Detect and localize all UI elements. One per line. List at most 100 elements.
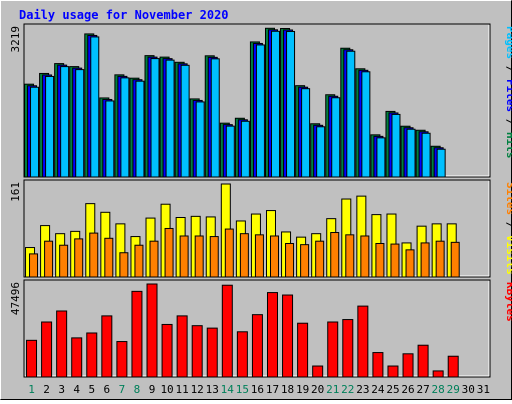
bar-visits-sites-day-13 [209, 236, 219, 278]
bar-visits-sites-day-1 [29, 253, 39, 278]
bar-kbytes-kbytes-day-21 [327, 321, 339, 378]
x-tick-label-day-14: 14 [221, 383, 235, 396]
bar-hits-pages-day-7 [120, 77, 130, 178]
bar-kbytes-kbytes-day-7 [116, 341, 128, 378]
bar-kbytes-kbytes-day-24 [372, 352, 384, 378]
x-tick-label-day-22: 22 [341, 383, 354, 396]
bar-visits-sites-day-7 [119, 252, 129, 278]
x-tick-label-day-26: 26 [401, 383, 414, 396]
bar-visits-sites-day-14 [224, 228, 234, 278]
bar-hits-pages-day-17 [270, 30, 280, 178]
bar-kbytes-kbytes-day-19 [297, 322, 309, 378]
x-tick-label-day-20: 20 [311, 383, 324, 396]
bar-hits-pages-day-21 [331, 97, 341, 178]
bar-visits-sites-day-26 [405, 249, 415, 278]
panel-visits: 161 Sites / Visits [9, 179, 512, 278]
x-tick-label-day-17: 17 [266, 383, 279, 396]
bar-visits-sites-day-15 [239, 233, 249, 278]
bar-kbytes-kbytes-day-23 [357, 305, 369, 378]
bar-kbytes-kbytes-day-18 [282, 294, 294, 378]
x-tick-label-day-27: 27 [416, 383, 429, 396]
bar-hits-pages-day-4 [75, 69, 85, 178]
bar-hits-pages-day-22 [346, 50, 356, 178]
bar-hits-pages-day-18 [286, 30, 296, 178]
bar-kbytes-kbytes-day-14 [221, 284, 233, 378]
bar-kbytes-kbytes-day-22 [342, 319, 354, 378]
x-tick-label-day-30: 30 [462, 383, 475, 396]
panel-visits-side-legend: Sites / Visits [504, 182, 512, 275]
x-tick-label-day-23: 23 [356, 383, 369, 396]
panel-kbytes-side-legend: KBytes [504, 282, 512, 322]
bar-visits-sites-day-19 [300, 244, 310, 278]
bar-hits-pages-day-27 [421, 132, 431, 178]
x-tick-label-day-16: 16 [251, 383, 264, 396]
bar-kbytes-kbytes-day-12 [191, 325, 203, 378]
bar-kbytes-kbytes-day-29 [447, 355, 459, 378]
panel-kbytes: 47496 KBytes [9, 279, 512, 378]
bar-kbytes-kbytes-day-17 [266, 292, 278, 378]
bar-hits-pages-day-11 [180, 64, 190, 178]
x-tick-label-day-18: 18 [281, 383, 294, 396]
x-tick-label-day-15: 15 [236, 383, 249, 396]
x-tick-label-day-4: 4 [73, 383, 80, 396]
bar-hits-pages-day-24 [376, 137, 386, 178]
bar-visits-sites-day-18 [285, 242, 295, 278]
bar-hits-pages-day-25 [391, 113, 401, 178]
bar-visits-sites-day-29 [450, 241, 460, 278]
x-tick-label-day-19: 19 [296, 383, 309, 396]
bar-visits-sites-day-16 [254, 234, 264, 278]
x-tick-label-day-13: 13 [206, 383, 219, 396]
x-axis: 1 2 3 4 5 6 7 8 9 10 11 12 13 14 15 16 17 18 19 20 21 22 23 24 2… [28, 383, 490, 396]
x-tick-label-day-10: 10 [160, 383, 173, 396]
bar-kbytes-kbytes-day-16 [251, 314, 263, 378]
x-tick-label-day-28: 28 [432, 383, 445, 396]
bar-visits-sites-day-2 [44, 240, 54, 278]
bar-kbytes-kbytes-day-27 [417, 344, 429, 378]
bar-kbytes-kbytes-day-8 [131, 290, 143, 378]
bar-kbytes-kbytes-day-25 [387, 365, 399, 378]
bar-kbytes-kbytes-day-13 [206, 327, 218, 378]
bar-hits-pages-day-14 [225, 125, 235, 178]
bar-hits-pages-day-12 [195, 101, 205, 178]
bar-visits-sites-day-9 [149, 240, 159, 278]
bar-kbytes-kbytes-day-2 [41, 321, 53, 378]
x-tick-label-day-1: 1 [28, 383, 35, 396]
x-tick-label-day-31: 31 [477, 383, 490, 396]
bar-visits-sites-day-4 [74, 238, 84, 278]
bar-hits-pages-day-3 [60, 66, 70, 178]
x-tick-label-day-5: 5 [88, 383, 95, 396]
bar-visits-sites-day-12 [194, 235, 204, 278]
bar-visits-sites-day-21 [330, 232, 340, 278]
bar-kbytes-kbytes-day-15 [236, 331, 248, 378]
panel-hits-max-label: 3219 [9, 26, 22, 53]
bar-hits-pages-day-9 [150, 58, 160, 178]
bar-kbytes-kbytes-day-4 [71, 337, 83, 378]
bar-kbytes-kbytes-day-6 [101, 315, 113, 378]
bar-visits-sites-day-5 [89, 232, 99, 278]
bar-hits-pages-day-6 [105, 100, 115, 178]
bar-hits-pages-day-13 [210, 58, 220, 178]
bar-hits-pages-day-20 [316, 126, 326, 178]
bar-hits-pages-day-26 [406, 128, 416, 178]
bar-visits-sites-day-6 [104, 237, 114, 278]
bar-hits-pages-day-2 [45, 75, 55, 178]
x-tick-label-day-7: 7 [119, 383, 126, 396]
bar-hits-pages-day-1 [30, 86, 40, 178]
bar-visits-sites-day-3 [59, 244, 69, 278]
x-tick-label-day-8: 8 [134, 383, 141, 396]
bar-kbytes-kbytes-day-9 [146, 283, 158, 378]
bar-kbytes-kbytes-day-1 [26, 339, 38, 378]
panel-kbytes-max-label: 47496 [9, 282, 22, 315]
panels-layer: 3219 Pages / Files / Hits 161 Sites / Visit… [9, 23, 512, 378]
bar-kbytes-kbytes-day-3 [56, 310, 68, 378]
x-tick-label-day-3: 3 [58, 383, 65, 396]
bar-kbytes-kbytes-day-5 [86, 332, 98, 378]
x-tick-label-day-11: 11 [176, 383, 189, 396]
x-tick-label-day-24: 24 [371, 383, 385, 396]
bar-visits-sites-day-22 [345, 234, 355, 278]
x-tick-label-day-2: 2 [43, 383, 50, 396]
bar-kbytes-kbytes-day-20 [312, 365, 324, 378]
